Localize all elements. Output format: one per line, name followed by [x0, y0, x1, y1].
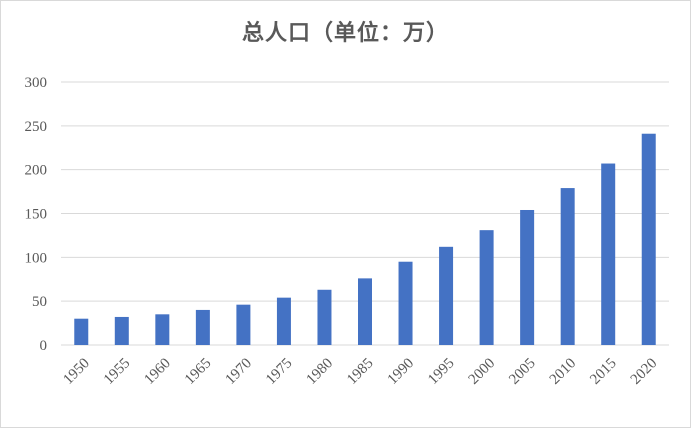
bar-2000	[479, 230, 494, 345]
x-tick-label: 1970	[222, 355, 255, 388]
bar-1995	[439, 246, 454, 345]
chart-title: 总人口（单位：万）	[241, 20, 449, 46]
x-tick-label: 1975	[263, 355, 296, 388]
bar-1980	[317, 289, 332, 345]
x-axis-ticks: 1950 1955 1960 1965 1970 1975 1980 1985 1990 1995…	[60, 355, 660, 388]
bar-1960	[155, 314, 170, 345]
bar-2020	[641, 133, 656, 345]
y-tick-label: 0	[40, 338, 48, 354]
x-tick-label: 1985	[344, 355, 377, 388]
y-tick-label: 100	[25, 250, 48, 266]
bar-1955	[114, 316, 129, 345]
x-tick-label: 2010	[547, 355, 580, 388]
x-tick-label: 1955	[101, 355, 134, 388]
x-tick-label: 2015	[587, 355, 620, 388]
y-tick-label: 50	[32, 294, 47, 310]
x-tick-label: 2000	[466, 355, 499, 388]
y-tick-label: 300	[25, 75, 48, 91]
x-tick-label: 1950	[60, 355, 93, 388]
bar-1990	[398, 261, 413, 345]
x-tick-label: 2020	[628, 355, 661, 388]
y-axis-ticks: 0 50 100 150 200 250 300	[25, 75, 48, 354]
y-tick-label: 150	[25, 207, 48, 223]
bar-1950	[74, 318, 89, 345]
bar-1970	[236, 304, 251, 345]
gridlines	[61, 81, 669, 346]
x-tick-label: 1965	[182, 355, 215, 388]
bar-2010	[560, 188, 575, 345]
bar-1975	[276, 297, 291, 345]
bars	[74, 133, 656, 345]
x-tick-label: 1990	[385, 355, 418, 388]
bar-1985	[358, 278, 372, 345]
bar-1965	[195, 309, 210, 345]
x-tick-label: 2005	[506, 355, 539, 388]
bar-2015	[601, 163, 616, 345]
bar-2005	[520, 209, 535, 345]
x-tick-label: 1960	[141, 355, 174, 388]
x-tick-label: 1995	[425, 355, 458, 388]
y-tick-label: 200	[25, 163, 48, 179]
y-tick-label: 250	[25, 119, 48, 135]
x-tick-label: 1980	[304, 355, 337, 388]
